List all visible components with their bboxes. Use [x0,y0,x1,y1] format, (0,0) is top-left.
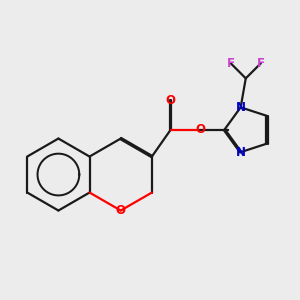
Text: N: N [236,146,246,159]
Text: F: F [227,57,235,70]
Text: N: N [236,101,246,114]
Text: O: O [116,204,126,217]
Text: F: F [257,57,265,70]
Text: O: O [166,94,176,107]
Text: O: O [195,123,205,136]
